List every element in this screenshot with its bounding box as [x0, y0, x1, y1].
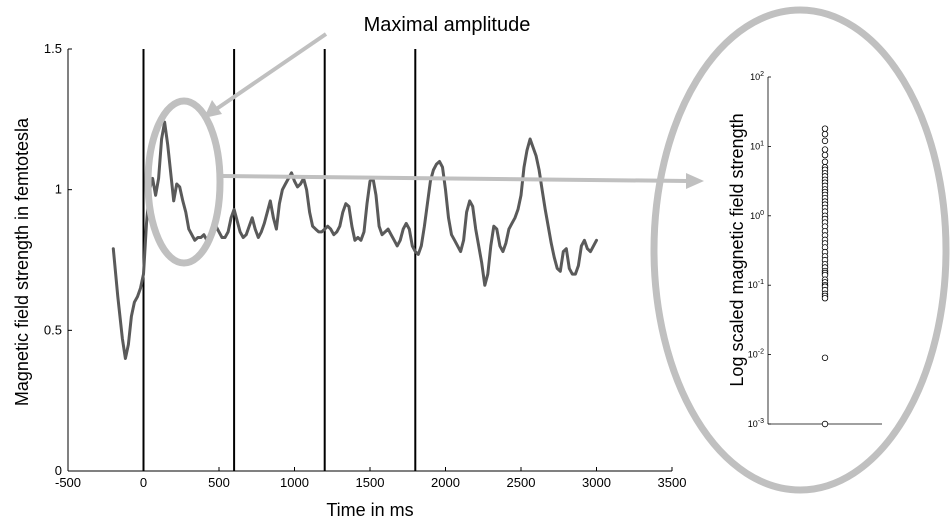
inset-data-point	[821, 130, 829, 138]
inset-data-point	[821, 294, 829, 302]
inset-y-tick-label: 100	[750, 210, 764, 221]
signal-line	[111, 120, 598, 360]
zoom-connector-line	[221, 174, 689, 183]
peak-highlight-ellipse	[144, 97, 224, 267]
inset-y-tick-label: 10-1	[748, 279, 764, 290]
main-chart: -500 0 500 1000 1500 2000 2500 3000 350000.511.5…	[12, 41, 686, 520]
inset-y-tick-label: 10-3	[748, 418, 764, 429]
annotation-pointer-line	[210, 32, 328, 114]
x-tick-label: 1500	[356, 475, 385, 490]
inset-y-label: Log scaled magnetic field strength	[727, 113, 747, 386]
y-tick-label: 0.5	[44, 322, 62, 337]
annotation-pointer-arrowhead	[204, 100, 222, 118]
inset-axis-ticks: 10-3 10-2 10-1 100 101 102	[748, 71, 771, 429]
inset-data-point	[821, 146, 829, 153]
annotation-label: Maximal amplitude	[364, 14, 531, 36]
inset-data-point	[821, 125, 829, 132]
inset-data-point	[821, 420, 829, 428]
inset-chart: 10-3 10-2 10-1 100 101 102 Log scaled magneti…	[727, 71, 882, 429]
annotation: Maximal amplitude	[144, 6, 950, 494]
inset-y-tick-label: 10-2	[748, 349, 764, 360]
main-x-label: Time in ms	[326, 500, 413, 520]
x-tick-label: 1000	[280, 475, 309, 490]
x-tick-label: 2000	[431, 475, 460, 490]
inset-y-tick-label: 101	[750, 140, 764, 151]
zoom-ellipse	[650, 6, 950, 494]
inset-data-point	[821, 151, 829, 159]
inset-data-point	[821, 158, 829, 165]
inset-data-point	[821, 137, 829, 145]
x-tick-label: 0	[140, 475, 147, 490]
x-tick-label: 3000	[582, 475, 611, 490]
zoom-connector-arrowhead	[686, 173, 704, 189]
x-tick-label: 3500	[658, 475, 687, 490]
inset-scatter-points	[821, 125, 829, 428]
x-tick-label: 500	[208, 475, 230, 490]
main-y-label: Magnetic field strength in femtotesla	[12, 117, 32, 406]
x-tick-label: -500	[55, 475, 81, 490]
y-tick-label: 1.5	[44, 41, 62, 56]
x-tick-label: 2500	[507, 475, 536, 490]
y-tick-label: 1	[55, 182, 62, 197]
inset-y-tick-label: 102	[750, 71, 764, 82]
event-markers	[142, 49, 417, 471]
inset-data-point	[821, 354, 829, 361]
y-tick-label: 0	[55, 463, 62, 478]
